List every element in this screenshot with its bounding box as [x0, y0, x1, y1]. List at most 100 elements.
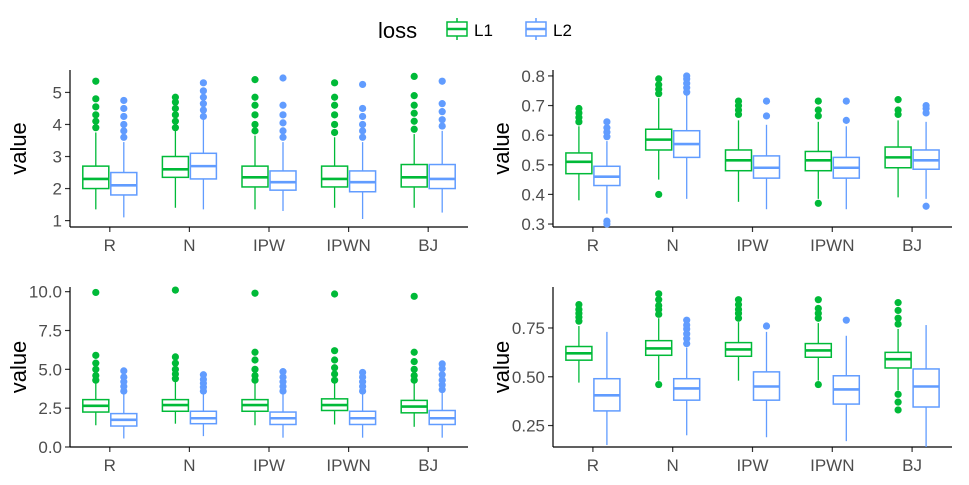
- outlier-point: [683, 316, 691, 324]
- box-l2-n: [189, 79, 218, 210]
- outlier-point: [438, 360, 446, 368]
- outlier-point: [922, 202, 930, 210]
- outlier-point: [842, 116, 850, 124]
- outlier-point: [331, 93, 339, 101]
- box-l1-r: [82, 77, 110, 210]
- outlier-point: [814, 380, 822, 389]
- box-l2-bj: [428, 77, 456, 213]
- outlier-point: [120, 104, 128, 113]
- box-l1-bj: [400, 292, 428, 427]
- outlier-point: [894, 106, 902, 114]
- y-tick-label: 5.0: [38, 360, 62, 379]
- x-tick-label: BJ: [418, 456, 438, 475]
- outlier-point: [92, 117, 100, 125]
- outlier-point: [171, 359, 179, 367]
- x-tick-label: N: [183, 456, 195, 475]
- y-tick-label: 0.6: [521, 126, 545, 145]
- outlier-point: [120, 127, 128, 135]
- box-iqr: [82, 165, 110, 190]
- box-l2-ipwn: [348, 368, 377, 438]
- box-l2-ipwn: [832, 316, 861, 442]
- outlier-point: [120, 96, 128, 105]
- outlier-point: [894, 390, 902, 398]
- outlier-point: [603, 124, 611, 132]
- outlier-point: [655, 380, 663, 389]
- y-axis-title: value: [489, 122, 514, 175]
- box-l1-ipwn: [320, 79, 349, 208]
- outlier-point: [251, 111, 259, 119]
- outlier-point: [734, 296, 743, 304]
- outlier-point: [894, 299, 902, 307]
- box-l1-ipw: [724, 296, 753, 381]
- x-tick-label: IPW: [736, 456, 768, 475]
- x-tick-label: BJ: [902, 236, 922, 255]
- outlier-point: [251, 289, 259, 297]
- y-tick-label: 0.50: [512, 368, 545, 387]
- outlier-point: [655, 75, 663, 83]
- y-tick-label: 0.3: [521, 215, 545, 234]
- y-tick-label: 4: [53, 115, 62, 134]
- outlier-point: [199, 371, 207, 379]
- outlier-point: [120, 373, 128, 381]
- outlier-point: [92, 288, 100, 297]
- outlier-point: [251, 76, 259, 84]
- outlier-point: [120, 120, 128, 129]
- outlier-point: [251, 101, 259, 109]
- outlier-point: [359, 133, 367, 141]
- outlier-point: [410, 125, 418, 133]
- box-l2-bj: [428, 360, 456, 438]
- legend: loss L1 L2: [378, 18, 572, 43]
- box-l1-ipwn: [320, 290, 349, 425]
- series-l1: [82, 72, 428, 210]
- outlier-point: [762, 97, 771, 105]
- box-iqr: [428, 163, 456, 190]
- legend-title: loss: [378, 18, 417, 43]
- outlier-point: [279, 373, 287, 381]
- outlier-point: [655, 81, 663, 89]
- x-tick-label: IPW: [253, 456, 285, 475]
- outlier-point: [814, 112, 822, 120]
- outlier-point: [92, 371, 100, 380]
- box-l1-bj: [884, 299, 912, 414]
- outlier-point: [894, 306, 902, 315]
- box-l2-r: [593, 331, 621, 446]
- outlier-point: [171, 124, 179, 132]
- box-l1-n: [644, 75, 673, 199]
- series-l1: [565, 75, 912, 207]
- outlier-point: [575, 104, 583, 113]
- outlier-point: [331, 356, 339, 364]
- outlier-point: [92, 351, 100, 359]
- box-l1-bj: [400, 72, 428, 208]
- outlier-point: [199, 112, 207, 121]
- outlier-point: [894, 406, 902, 414]
- outlier-point: [575, 300, 583, 309]
- outlier-point: [331, 364, 339, 372]
- outlier-point: [92, 111, 100, 119]
- box-l2-r: [110, 96, 138, 218]
- series-l2: [110, 74, 456, 219]
- outlier-point: [410, 117, 418, 125]
- outlier-point: [655, 296, 663, 304]
- x-tick-label: IPWN: [326, 456, 370, 475]
- y-tick-label: 0.25: [512, 417, 545, 436]
- series-l2: [593, 72, 940, 228]
- outlier-point: [251, 348, 259, 356]
- outlier-point: [199, 100, 207, 108]
- panel-2: 0.3 0.4 0.5 0.6 0.7 0.8 R N IPW IPWN BJ value: [489, 67, 952, 255]
- outlier-point: [331, 79, 339, 87]
- outlier-point: [438, 108, 446, 116]
- outlier-point: [279, 133, 287, 141]
- outlier-point: [279, 119, 287, 127]
- outlier-point: [279, 368, 287, 376]
- outlier-point: [410, 365, 418, 373]
- outlier-point: [410, 292, 418, 300]
- outlier-point: [655, 290, 663, 298]
- outlier-point: [120, 367, 128, 375]
- outlier-point: [655, 190, 663, 199]
- x-tick-label: R: [587, 456, 599, 475]
- box-iqr: [565, 152, 593, 175]
- outlier-point: [171, 286, 179, 294]
- box-l1-ipw: [241, 76, 269, 210]
- box-iqr: [269, 170, 297, 191]
